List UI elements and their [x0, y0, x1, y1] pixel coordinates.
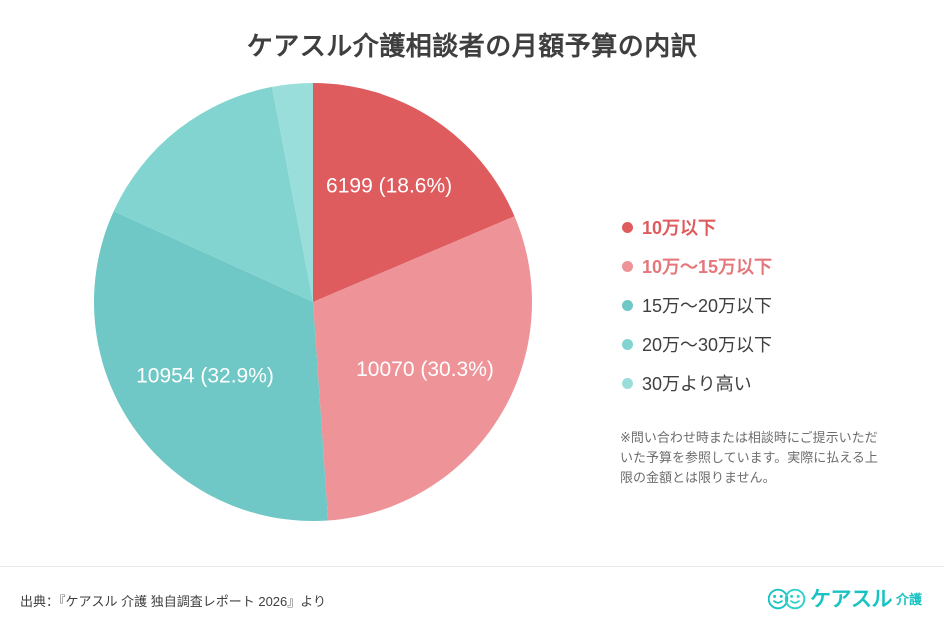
- legend-dot-icon: [622, 339, 633, 350]
- smiley-faces-icon: [767, 588, 806, 610]
- legend-item-label: 10万〜15万以下: [642, 256, 773, 277]
- brand-subtitle: 介護: [895, 591, 922, 607]
- legend-item-15man-20man[interactable]: 15万〜20万以下: [622, 286, 922, 325]
- pie-slice[interactable]: [313, 216, 532, 521]
- brand-logo: ケアスル 介護: [767, 586, 922, 612]
- source-citation: 出典：『ケアスル 介護 独自調査レポート 2026』より: [20, 594, 326, 609]
- legend-item-10man-ika[interactable]: 10万以下: [622, 208, 922, 247]
- legend-item-over-30man[interactable]: 30万より高い: [622, 364, 922, 403]
- chart-footnote: ※問い合わせ時または相談時にご提示いただいた予算を参照しています。実際に払える上…: [620, 430, 878, 486]
- legend-item-20man-30man[interactable]: 20万〜30万以下: [622, 325, 922, 364]
- legend-dot-icon: [622, 222, 633, 233]
- pie-slice[interactable]: [113, 86, 313, 302]
- brand-name: ケアスル: [809, 587, 893, 611]
- footer-divider: [0, 566, 944, 567]
- pie-label-group: 6199 (18.6%) 10070 (30.3%) 10954 (32.9%): [136, 174, 494, 387]
- legend-item-10man-15man[interactable]: 10万〜15万以下: [622, 247, 922, 286]
- legend-item-label: 15万〜20万以下: [642, 295, 773, 316]
- pie-slice-group: [94, 83, 532, 522]
- pie-slice[interactable]: [313, 83, 515, 302]
- chart-legend: 10万以下 10万〜15万以下 15万〜20万以下 20万〜30万以下 30万よ…: [622, 208, 922, 403]
- page-title: ケアスル介護相談者の月額予算の内訳: [246, 31, 698, 61]
- legend-dot-icon: [622, 261, 633, 272]
- legend-item-label: 10万以下: [642, 217, 717, 238]
- pie-slice-label: 10954 (32.9%): [136, 364, 274, 387]
- pie-slice[interactable]: [271, 83, 313, 302]
- legend-item-label: 30万より高い: [642, 373, 752, 394]
- pie-slice-label: 6199 (18.6%): [326, 174, 452, 197]
- pie-chart: 6199 (18.6%) 10070 (30.3%) 10954 (32.9%): [94, 83, 532, 522]
- legend-item-label: 20万〜30万以下: [642, 334, 773, 355]
- pie-slice-label: 10070 (30.3%): [356, 358, 494, 381]
- legend-dot-icon: [622, 300, 633, 311]
- legend-dot-icon: [622, 378, 633, 389]
- pie-chart-svg: 6199 (18.6%) 10070 (30.3%) 10954 (32.9%): [94, 83, 532, 522]
- pie-slice[interactable]: [94, 211, 329, 522]
